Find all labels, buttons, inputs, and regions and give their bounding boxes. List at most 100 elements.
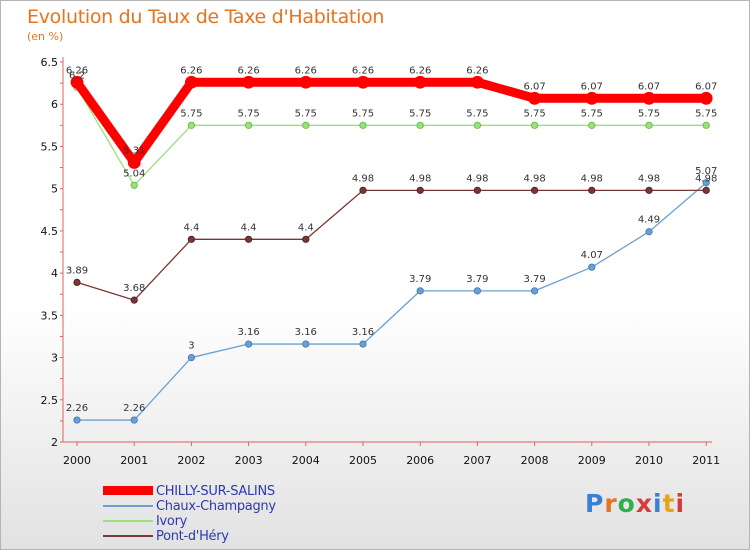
data-point [702,186,710,194]
data-label: 4.98 [352,173,374,184]
data-point [530,186,539,194]
x-tick-label: 2009 [578,454,606,467]
data-point [302,235,310,243]
data-point [359,186,367,194]
data-label: 3.16 [237,327,259,338]
logo-letter: x [635,489,653,518]
data-label: 5.07 [695,166,717,177]
data-point [187,235,195,243]
data-label: 5.75 [523,108,545,119]
data-label: 4.4 [183,222,199,233]
data-point [528,91,541,105]
data-label: 5.75 [352,108,374,119]
x-tick-label: 2001 [120,454,148,467]
series-line-ivory [76,86,707,186]
x-tick-label: 2002 [177,454,205,467]
data-label: 3.16 [295,327,317,338]
data-label: 5.75 [295,108,317,119]
x-tick-label: 2004 [292,454,320,467]
data-point [130,416,138,424]
data-label: 3 [188,341,194,352]
series-layer [70,75,713,424]
data-label: 5.75 [581,108,603,119]
data-label: 4.07 [581,250,603,261]
axes: 2 2.5 3 3.5 4 4.5 5 5.5 6 6.5 2000 2001 2002 2003 2004… [41,56,721,467]
x-tick-label: 2010 [635,454,663,467]
data-label: 6.07 [581,81,603,92]
legend-swatch-chaux-champagny [103,505,153,507]
data-label: 4.4 [298,222,314,233]
series-line-chaux-champagny [76,182,707,421]
x-tick-label: 2011 [692,454,720,467]
logo-letter: o [617,489,636,518]
data-point [302,121,310,129]
data-label: 4.98 [581,173,603,184]
data-label: 3.79 [523,274,545,285]
data-label: 6.26 [466,65,488,76]
x-tick-label: 2003 [235,454,263,467]
data-label: 6.07 [695,81,717,92]
data-label: 5.75 [638,108,660,119]
data-labels-layer: 6.26 5.31 6.26 6.26 6.26 6.26 6.26 6.26 6.07 6.07… [66,65,717,414]
data-point [70,75,84,89]
data-point [416,186,424,194]
data-label: 6.26 [409,65,431,76]
data-label: 4.98 [638,173,660,184]
legend-label: Pont-d'Héry [156,529,229,544]
x-tick-label: 2008 [521,454,549,467]
y-tick-label: 2.5 [41,394,59,407]
data-point [127,156,141,169]
data-point [413,75,427,89]
data-point [245,235,253,243]
x-tick-label: 2006 [406,454,434,467]
data-point [642,91,656,105]
data-label: 6.07 [638,81,660,92]
data-label: 6.26 [180,65,202,76]
y-tick-label: 5 [51,183,58,196]
logo-letter: i [675,489,686,518]
data-label: 4.4 [241,222,257,233]
data-point [588,263,596,271]
data-label: 3.16 [352,327,374,338]
data-label: 4.49 [638,215,660,226]
data-point [73,416,81,424]
data-point [530,287,539,295]
legend-label: CHILLY-SUR-SALINS [156,484,275,499]
data-label: 2.26 [66,403,88,414]
logo-letter: r [604,489,618,518]
y-tick-label: 3.5 [41,309,59,322]
data-point [585,91,599,105]
data-point [73,278,81,286]
data-point [588,121,596,129]
data-point [702,179,710,187]
data-point [588,186,596,194]
data-label: 5.75 [409,108,431,119]
chart-title: Evolution du Taux de Taxe d'Habitation [27,6,385,28]
data-point [530,121,539,129]
y-tick-label: 4.5 [41,225,59,238]
x-tick-label: 2007 [463,454,491,467]
data-label: 5.75 [695,108,717,119]
y-tick-label: 6.5 [41,56,59,69]
data-point [184,75,198,89]
data-label: 6.26 [295,65,317,76]
data-label: 2.26 [123,403,145,414]
proxiti-logo: Proxiti [585,489,685,518]
data-label: 3.79 [466,274,488,285]
logo-letter: i [653,489,663,518]
data-label: 6.26 [352,65,374,76]
data-label: 6.26 [66,65,88,76]
y-tick-label: 3 [51,352,58,365]
data-point [473,121,481,129]
data-point [359,340,367,348]
data-point [699,91,713,105]
data-point [702,121,710,129]
legend-swatch-ivory [103,520,153,522]
data-label: 5.75 [237,108,259,119]
data-point [470,75,484,89]
legend-swatch-chilly-sur-salins [103,486,153,495]
data-point [645,228,653,236]
data-point [130,181,138,189]
logo-letter: t [662,489,676,518]
